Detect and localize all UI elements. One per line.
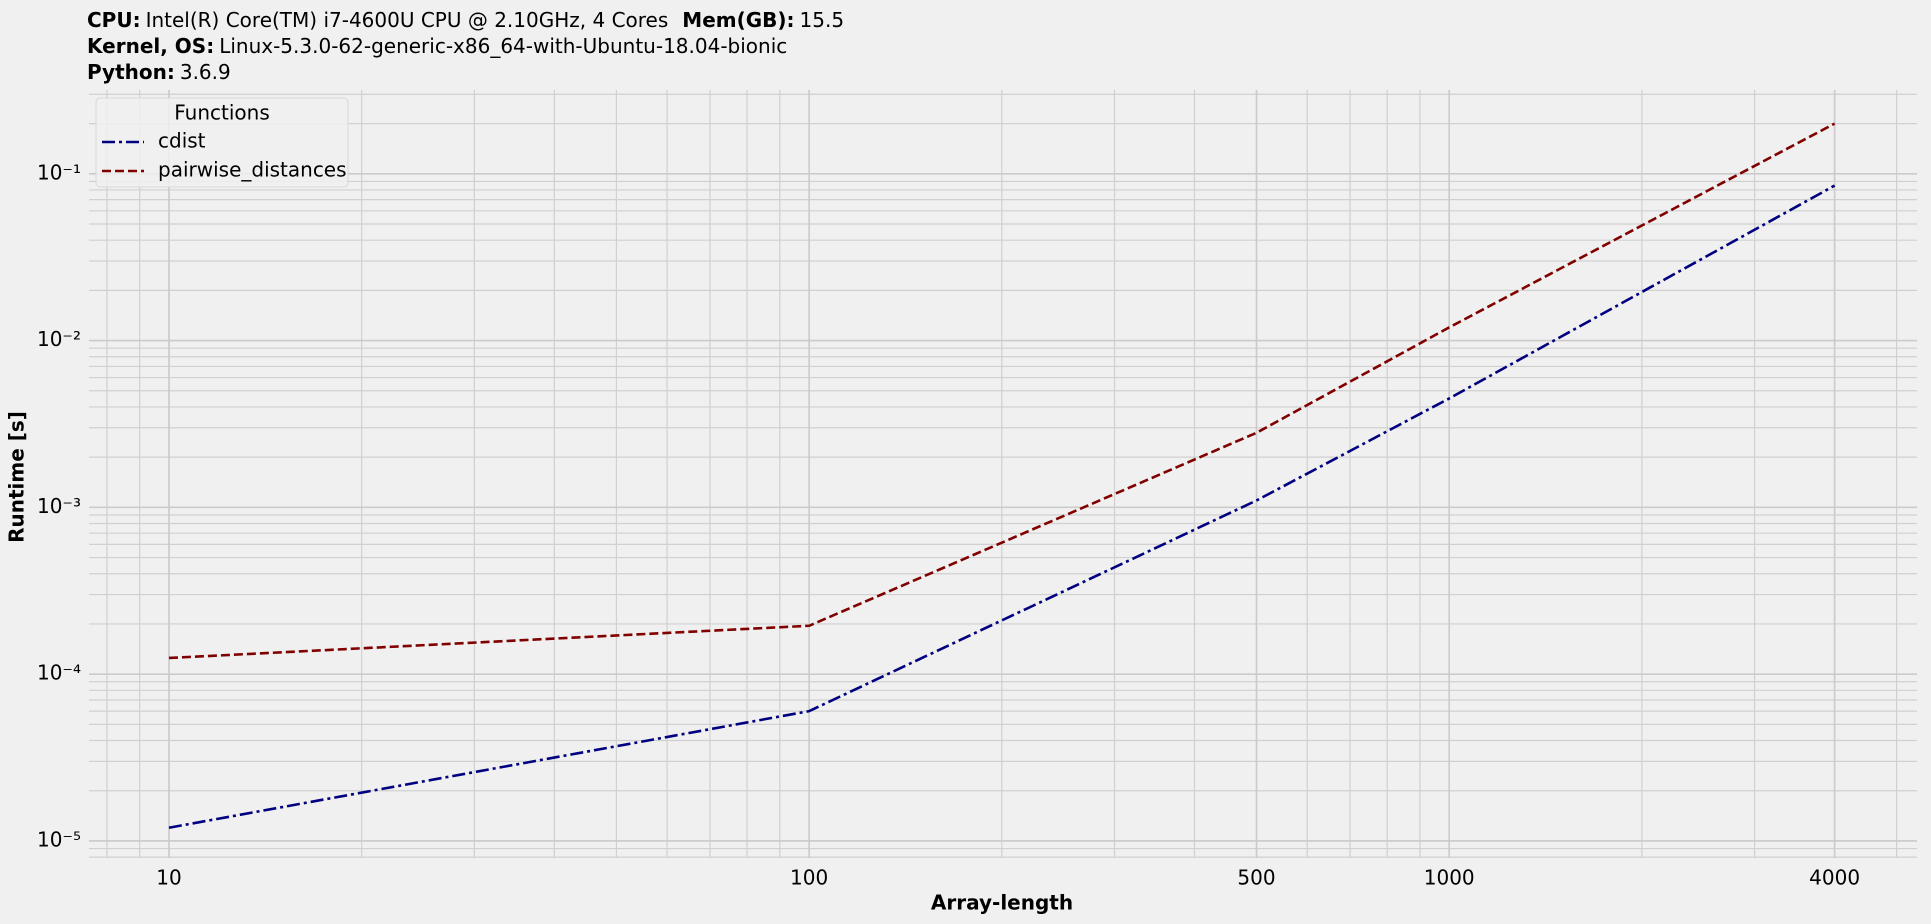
series-line — [168, 184, 1836, 829]
info-value: Intel(R) Core(TM) i7-4600U CPU @ 2.10GHz… — [146, 8, 669, 32]
info-line: Kernel, OS: Linux-5.3.0-62-generic-x86_64… — [87, 34, 787, 58]
grid — [89, 90, 1917, 858]
y-tick-label: 10⁻⁵ — [37, 827, 81, 851]
x-tick-label: 1000 — [1424, 866, 1475, 890]
legend: Functions cdist pairwise_distances — [95, 97, 349, 188]
y-tick-label: 10⁻¹ — [37, 160, 81, 184]
info-value: Linux-5.3.0-62-generic-x86_64-with-Ubunt… — [219, 34, 787, 58]
x-axis-label: Array-length — [931, 891, 1073, 915]
y-axis-label: Runtime [s] — [5, 411, 29, 543]
lines — [168, 122, 1836, 829]
x-tick-label: 500 — [1237, 866, 1275, 890]
y-tick-label: 10⁻⁴ — [37, 661, 81, 685]
y-tick-label: 10⁻³ — [37, 494, 81, 518]
x-tick-label: 4000 — [1809, 866, 1860, 890]
x-tick-label: 10 — [156, 866, 181, 890]
info-label: Kernel, OS: — [87, 34, 214, 58]
y-tick-label: 10⁻² — [37, 327, 81, 351]
info-label: CPU: — [87, 8, 141, 32]
legend-box — [95, 97, 349, 188]
info-line: CPU: Intel(R) Core(TM) i7-4600U CPU @ 2.1… — [87, 8, 844, 32]
info-label: Mem(GB): — [682, 8, 794, 32]
legend-title: Functions — [174, 101, 270, 125]
info-line: Python: 3.6.9 — [87, 60, 231, 84]
info-label: Python: — [87, 60, 175, 84]
legend-label: cdist — [158, 129, 206, 153]
legend-label: pairwise_distances — [158, 158, 347, 182]
info-value: 15.5 — [800, 8, 845, 32]
x-tick-label: 100 — [790, 866, 828, 890]
info-value: 3.6.9 — [180, 60, 231, 84]
